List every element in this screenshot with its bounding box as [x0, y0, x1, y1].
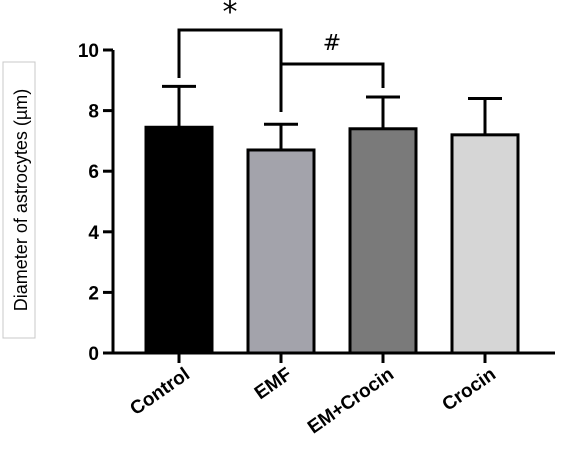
- y-tick-label: 4: [88, 223, 99, 244]
- x-tick-label: Crocin: [439, 364, 500, 416]
- significance-brackets: *#: [177, 0, 385, 112]
- y-tick-label: 6: [88, 162, 99, 183]
- y-tick-label: 2: [88, 283, 99, 304]
- y-tick-label: 8: [88, 102, 99, 123]
- bar-em-crocin: [348, 127, 418, 355]
- significance-bracket: [177, 28, 283, 104]
- y-tick-label: 10: [78, 41, 99, 62]
- significance-bracket: [279, 62, 385, 112]
- significance-mark: *: [223, 0, 238, 30]
- y-axis-title: Diameter of astrocytes (µm): [11, 89, 31, 311]
- x-tick-label: EMF: [251, 364, 296, 404]
- bar-control: [144, 125, 214, 355]
- bar-crocin: [450, 133, 520, 355]
- y-tick-label: 0: [88, 344, 99, 365]
- bars: [144, 125, 520, 355]
- error-bars: [162, 84, 502, 150]
- significance-mark: #: [323, 31, 341, 56]
- x-tick-label: EM+Crocin: [304, 364, 398, 438]
- x-tick-label: Control: [126, 364, 193, 420]
- y-axis-ticks: 0 2 4 6 8 10: [78, 41, 113, 365]
- y-axis-title-box: Diameter of astrocytes (µm): [2, 61, 36, 339]
- bar-emf: [246, 148, 316, 355]
- x-axis-labels: Control EMF EM+Crocin Crocin: [126, 353, 500, 438]
